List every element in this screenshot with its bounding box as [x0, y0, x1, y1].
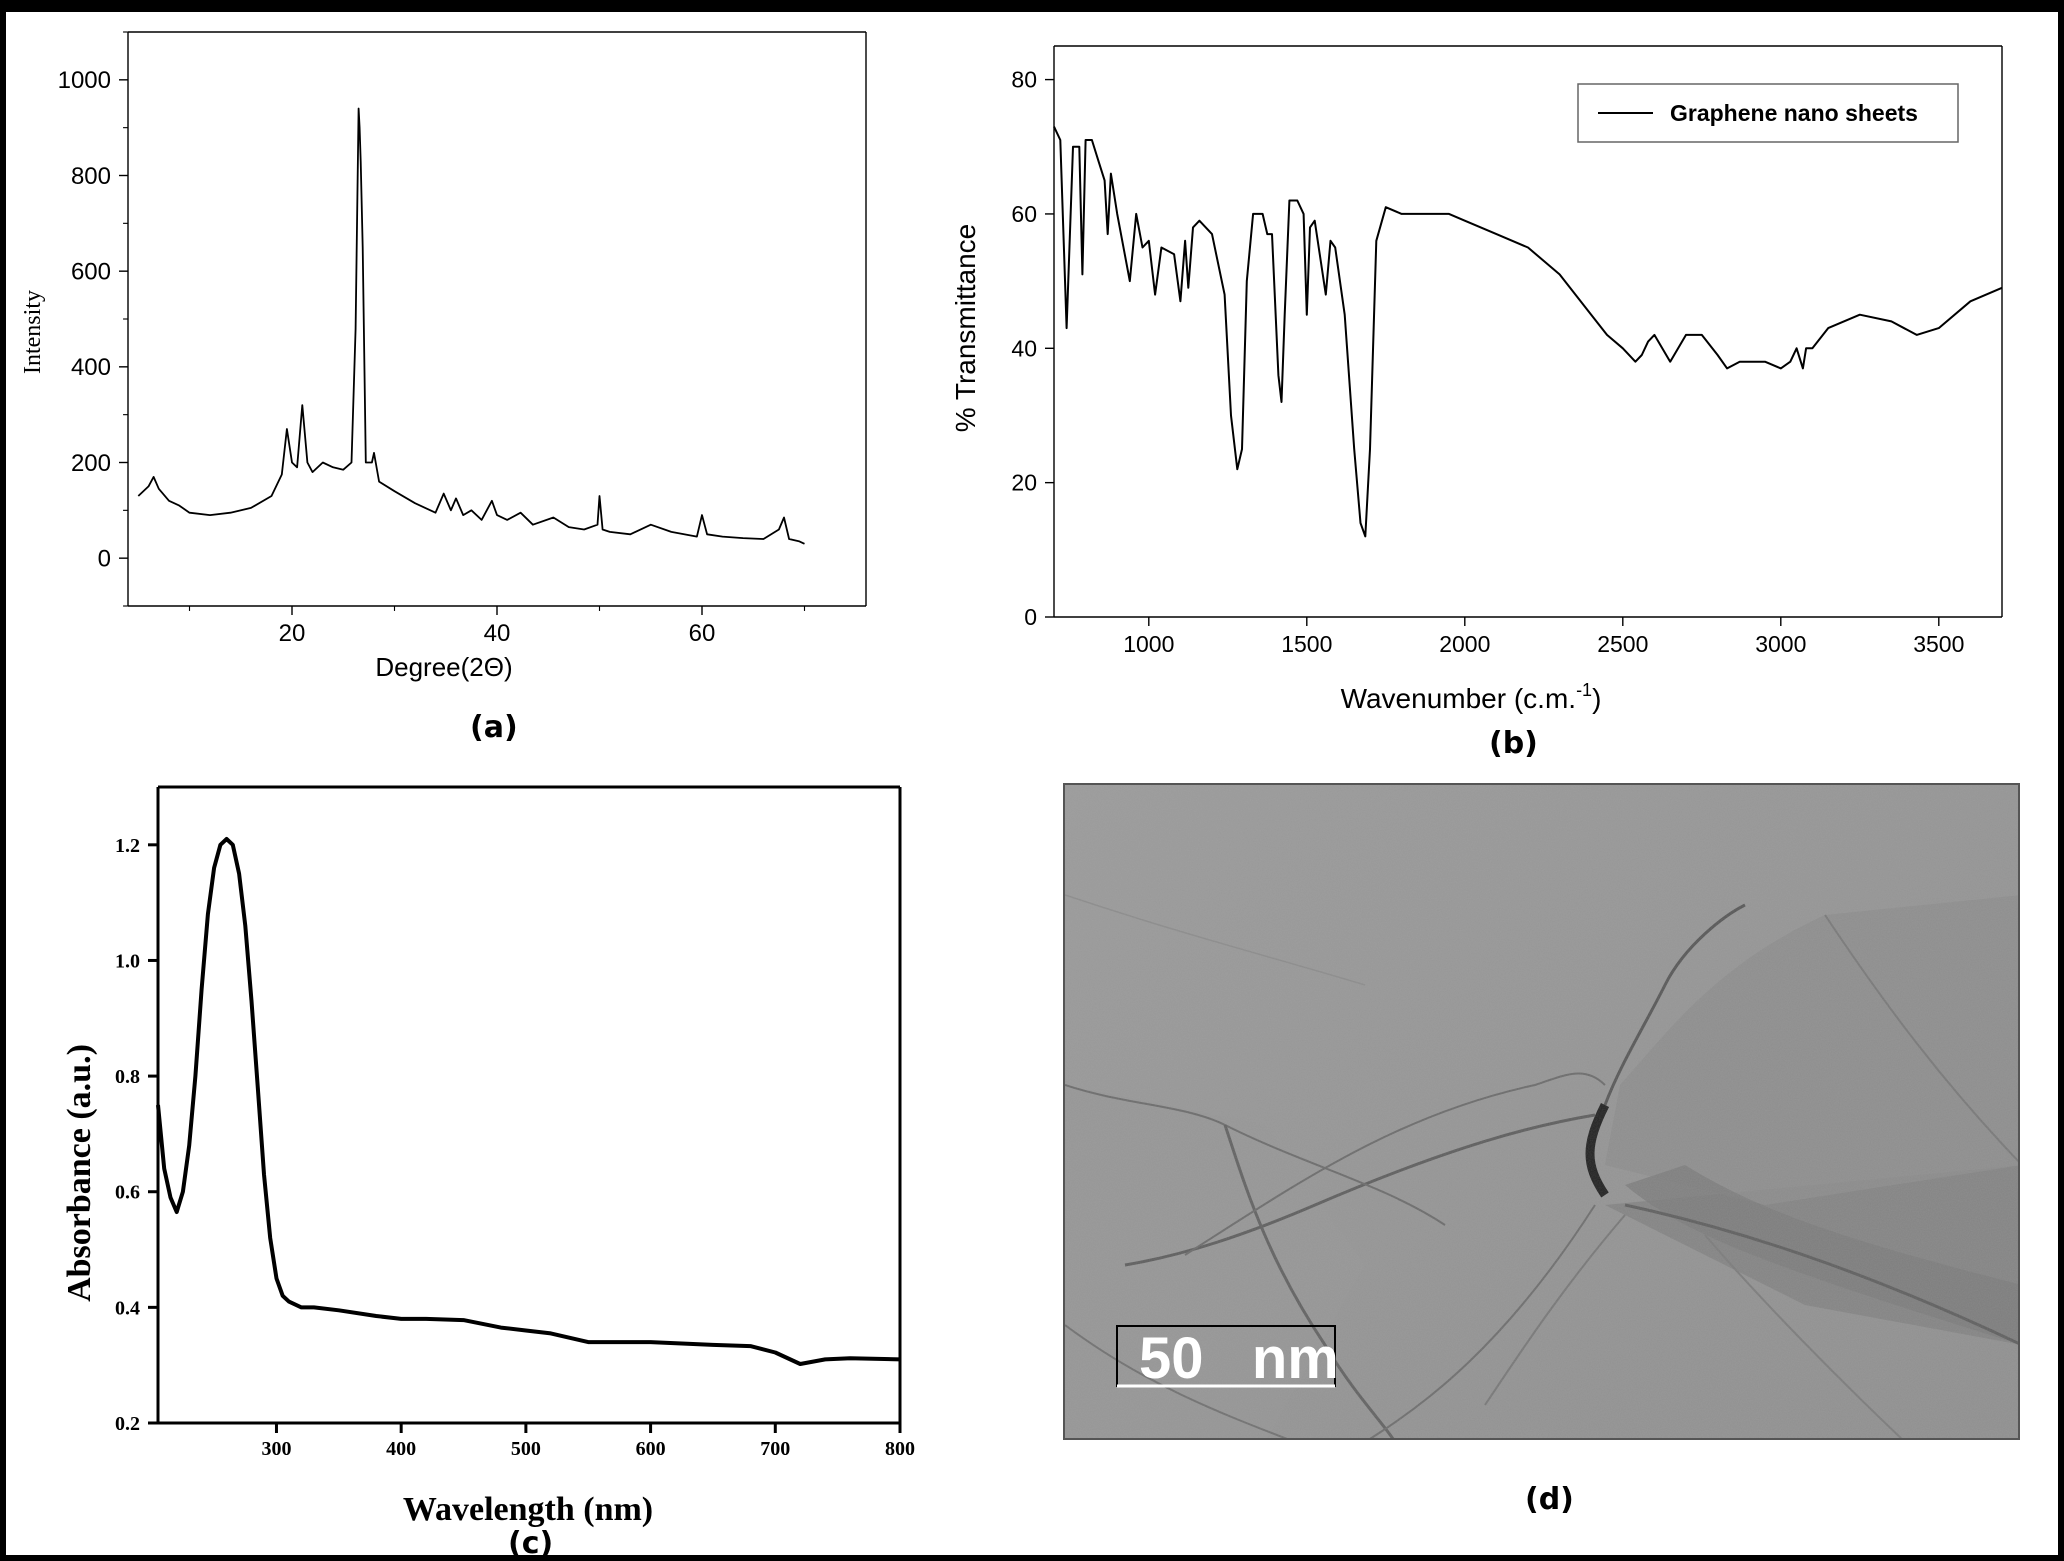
panel-label-d: (d) — [1525, 1482, 1574, 1517]
b-xtick-label: 1000 — [1123, 631, 1174, 657]
c-xtick-label: 500 — [511, 1438, 541, 1460]
tem-image-svg: 50 nm — [1065, 785, 2018, 1438]
a-ytick-label: 600 — [71, 259, 111, 286]
b-xtick-label: 1500 — [1281, 631, 1332, 657]
chart-a-xlabel: Degree(2Θ) — [375, 652, 512, 682]
chart-b: Wavenumber (c.m.-1) % Transmittance Grap… — [930, 0, 2064, 760]
panel-label-a: (a) — [470, 710, 518, 745]
b-series-line — [1053, 126, 2003, 538]
b-ytick-label: 40 — [1011, 335, 1037, 361]
a-ytick-label: 0 — [98, 546, 111, 573]
panel-label-b: (b) — [1489, 726, 1538, 761]
a-xtick-label: 20 — [279, 620, 306, 647]
c-ytick-label: 0.2 — [115, 1413, 140, 1435]
b-xtick-label: 3500 — [1913, 631, 1964, 657]
c-xtick-label: 800 — [885, 1438, 915, 1460]
a-ytick-label: 400 — [71, 354, 111, 381]
c-ytick-label: 0.4 — [115, 1297, 140, 1319]
b-ytick-label: 80 — [1011, 67, 1037, 93]
c-ytick-label: 1.0 — [115, 950, 140, 972]
scalebar-label: 50 nm — [1139, 1326, 1339, 1391]
panel-label-c: (c) — [508, 1526, 554, 1561]
chart-b-svg: Wavenumber (c.m.-1) % Transmittance Grap… — [950, 45, 2003, 714]
c-series-line — [156, 837, 901, 1366]
chart-a-ylabel: Intensity — [20, 290, 46, 374]
c-xtick-label: 700 — [760, 1438, 790, 1460]
a-series-line — [137, 107, 805, 545]
b-xtick-label: 2500 — [1597, 631, 1648, 657]
b-ytick-label: 20 — [1011, 470, 1037, 496]
a-ytick-label: 1000 — [58, 67, 111, 94]
c-ytick-label: 1.2 — [115, 835, 140, 857]
chart-c: Wavelength (nm) Absorbance (a.u.) 300 400… — [0, 760, 1000, 1561]
chart-c-ylabel: Absorbance (a.u.) — [61, 1044, 98, 1302]
b-xtick-label: 2000 — [1439, 631, 1490, 657]
b-ytick-label: 60 — [1011, 201, 1037, 227]
tem-image: 50 nm — [1063, 783, 2020, 1440]
chart-b-ylabel: % Transmittance — [950, 224, 981, 433]
chart-c-xlabel: Wavelength (nm) — [403, 1491, 653, 1528]
c-ytick-label: 0.6 — [115, 1182, 140, 1204]
c-xtick-label: 300 — [261, 1438, 291, 1460]
chart-a: Degree(2Θ) Intensity 20 40 60 0 200 400 600 800… — [0, 0, 1000, 760]
chart-c-svg: Wavelength (nm) Absorbance (a.u.) 300 400… — [61, 785, 915, 1528]
a-xtick-label: 60 — [689, 620, 716, 647]
a-xtick-label: 40 — [484, 620, 511, 647]
legend-label-graphene: Graphene nano sheets — [1670, 100, 1918, 126]
chart-b-xlabel: Wavenumber (c.m.-1) — [1341, 680, 1602, 714]
c-xtick-label: 600 — [636, 1438, 666, 1460]
chart-b-legend: Graphene nano sheets — [1577, 83, 1959, 143]
c-xtick-label: 400 — [386, 1438, 416, 1460]
b-xtick-label: 3000 — [1755, 631, 1806, 657]
a-ytick-label: 200 — [71, 450, 111, 477]
b-ytick-label: 0 — [1024, 604, 1037, 630]
a-ytick-label: 800 — [71, 163, 111, 190]
chart-a-svg: Degree(2Θ) Intensity 20 40 600200400600800… — [20, 31, 867, 682]
c-ytick-label: 0.8 — [115, 1066, 140, 1088]
